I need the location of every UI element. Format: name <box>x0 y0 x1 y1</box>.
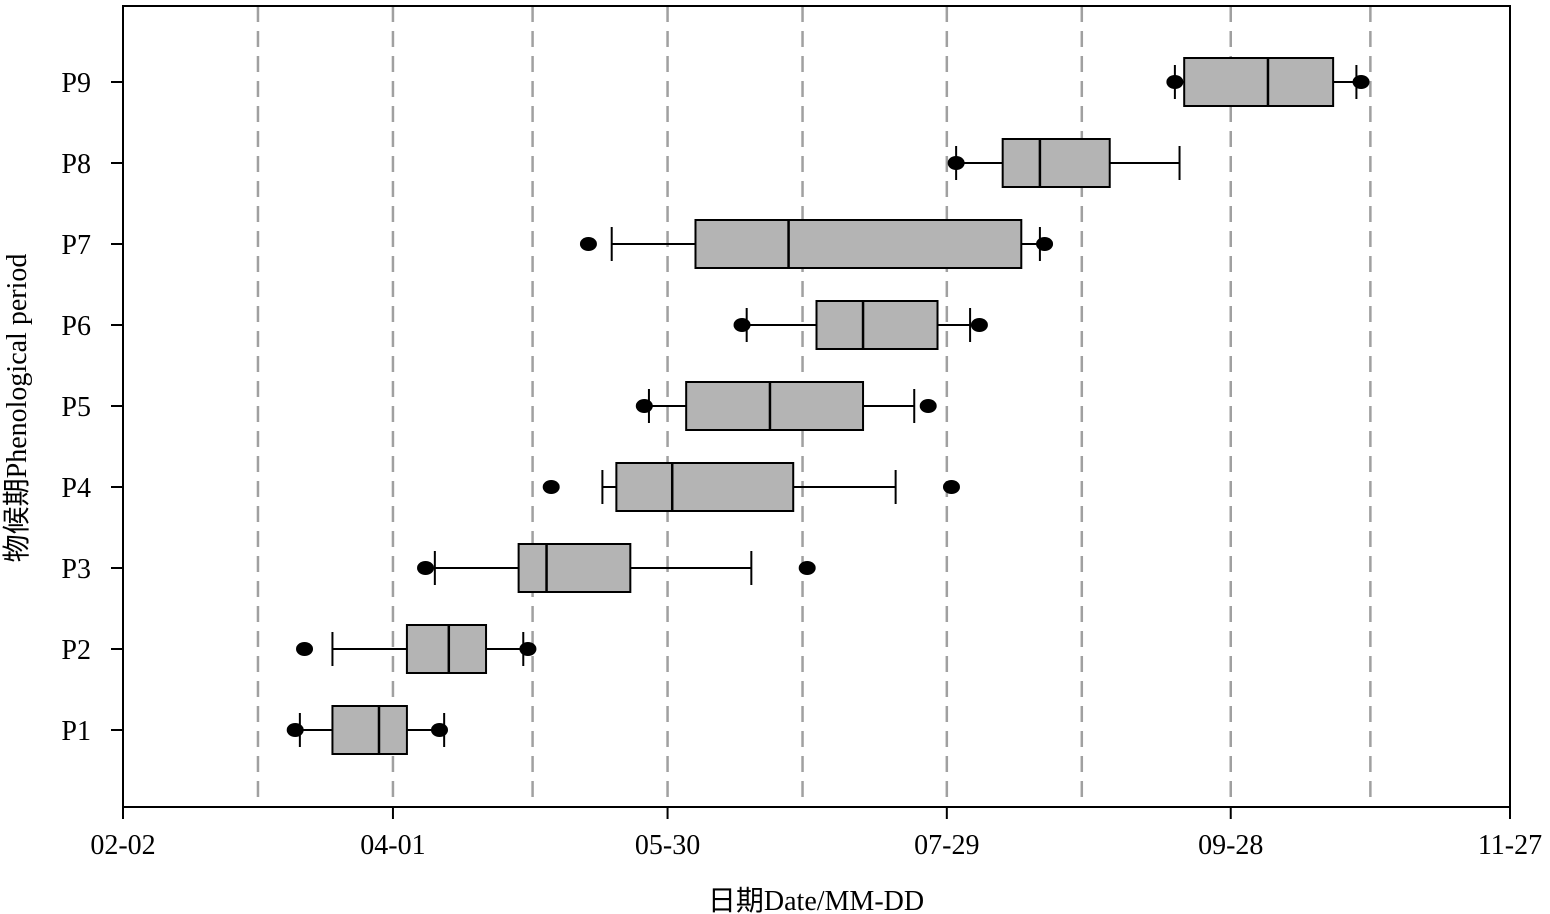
x-tick-label-02-02: 02-02 <box>90 830 155 861</box>
y-tick-label-P2: P2 <box>61 635 91 666</box>
iqr-box-P8 <box>1001 138 1111 188</box>
x-tick-label-07-29: 07-29 <box>914 830 979 861</box>
outlier-P3-2 <box>798 561 816 575</box>
y-tick-label-P6: P6 <box>61 311 91 342</box>
outlier-P8-1 <box>947 156 965 170</box>
outlier-P6-2 <box>970 318 988 332</box>
outlier-P7-2 <box>1036 237 1054 251</box>
outlier-P2-2 <box>519 642 537 656</box>
box-P9 <box>1166 57 1370 107</box>
box-P7 <box>579 219 1054 269</box>
y-tick-label-P4: P4 <box>61 473 91 504</box>
iqr-box-P9 <box>1183 57 1335 107</box>
outlier-P5-1 <box>635 399 653 413</box>
outlier-P1-2 <box>430 723 448 737</box>
y-tick-label-P3: P3 <box>61 554 91 585</box>
outlier-P4-2 <box>942 480 960 494</box>
outlier-P5-2 <box>919 399 937 413</box>
x-tick-label-11-27: 11-27 <box>1478 830 1542 861</box>
x-tick-label-05-30: 05-30 <box>635 830 700 861</box>
outlier-P6-1 <box>733 318 751 332</box>
box-P1 <box>286 705 448 755</box>
outlier-P7-1 <box>579 237 597 251</box>
x-tick-label-04-01: 04-01 <box>360 830 425 861</box>
x-axis-title: 日期Date/MM-DD <box>708 886 924 914</box>
outlier-P9-2 <box>1352 75 1370 89</box>
iqr-box-P7 <box>694 219 1023 269</box>
outlier-P9-1 <box>1166 75 1184 89</box>
x-axis: 02-02 04-01 05-30 07-29 09-28 11-27 <box>90 807 1542 861</box>
iqr-box-P3 <box>517 543 632 593</box>
y-axis-title: 物候期Phenological period <box>1 254 33 563</box>
y-tick-label-P9: P9 <box>61 68 91 99</box>
outlier-P1-1 <box>286 723 304 737</box>
box-P5 <box>635 381 937 431</box>
iqr-box-P1 <box>331 705 408 755</box>
box-P3 <box>417 543 816 593</box>
box-P4 <box>542 462 960 512</box>
outlier-P2-1 <box>296 642 314 656</box>
outlier-P3-1 <box>417 561 435 575</box>
y-tick-label-P7: P7 <box>61 230 91 261</box>
outlier-P4-1 <box>542 480 560 494</box>
y-tick-label-P5: P5 <box>61 392 91 423</box>
y-tick-label-P8: P8 <box>61 149 91 180</box>
box-series <box>286 57 1370 755</box>
iqr-box-P6 <box>815 300 939 350</box>
box-P2 <box>296 624 537 674</box>
iqr-box-P5 <box>685 381 865 431</box>
x-tick-label-09-28: 09-28 <box>1198 830 1263 861</box>
iqr-box-P2 <box>405 624 488 674</box>
box-P8 <box>947 138 1181 188</box>
iqr-box-P4 <box>615 462 795 512</box>
y-tick-label-P1: P1 <box>61 716 91 747</box>
y-axis: P1 P2 P3 P4 P5 P6 P7 P8 P9 <box>61 68 123 747</box>
box-P6 <box>733 300 988 350</box>
